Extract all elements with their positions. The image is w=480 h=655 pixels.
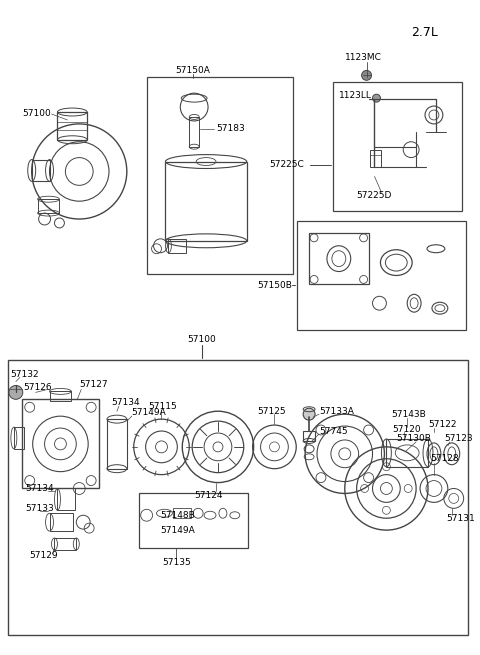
Bar	[146, 77, 293, 274]
Circle shape	[303, 408, 315, 420]
Bar	[55, 538, 76, 550]
Text: 57134: 57134	[111, 398, 140, 407]
Text: 57149A: 57149A	[132, 407, 167, 417]
Text: 57124: 57124	[194, 491, 223, 500]
Bar	[189, 117, 199, 147]
Text: 57133A: 57133A	[319, 407, 354, 416]
Bar	[309, 233, 369, 284]
Text: 57123: 57123	[444, 434, 472, 443]
Text: 57225C: 57225C	[269, 160, 304, 169]
Bar	[37, 199, 60, 213]
Bar	[49, 514, 73, 531]
Text: 57128: 57128	[430, 455, 458, 463]
Text: 57131: 57131	[446, 514, 475, 523]
Text: 57143B: 57143B	[391, 409, 426, 419]
Bar	[303, 431, 315, 441]
Text: 57135: 57135	[162, 558, 191, 567]
Text: 57149A: 57149A	[160, 525, 195, 534]
Text: 57745: 57745	[319, 426, 348, 436]
Text: 57130B: 57130B	[396, 434, 431, 443]
Text: 57134: 57134	[26, 484, 54, 493]
Text: 57115: 57115	[149, 402, 177, 411]
Bar	[297, 221, 466, 330]
Bar	[22, 400, 99, 489]
Text: 57125: 57125	[258, 407, 286, 416]
Text: 57129: 57129	[30, 552, 59, 561]
Text: 57132: 57132	[10, 370, 38, 379]
Text: 1123MC: 1123MC	[345, 53, 382, 62]
Text: 57150B: 57150B	[258, 281, 292, 290]
Bar	[14, 427, 24, 449]
Text: 57126: 57126	[24, 383, 52, 392]
Circle shape	[9, 385, 23, 400]
Circle shape	[361, 70, 372, 81]
Text: 57120: 57120	[392, 424, 421, 434]
Bar	[58, 112, 87, 140]
Text: 57225D: 57225D	[357, 191, 392, 200]
Text: 57183: 57183	[216, 124, 245, 134]
Text: 57100: 57100	[188, 335, 216, 345]
Bar	[370, 149, 382, 168]
Bar	[58, 489, 75, 510]
Bar	[8, 360, 468, 635]
Bar	[173, 508, 191, 518]
Circle shape	[372, 94, 381, 102]
Text: 2.7L: 2.7L	[411, 26, 438, 39]
Bar	[166, 162, 247, 241]
Text: 57150A: 57150A	[176, 66, 211, 75]
Text: 57100: 57100	[22, 109, 50, 119]
Bar	[168, 239, 186, 253]
Text: 57122: 57122	[428, 420, 456, 428]
Bar	[32, 160, 49, 181]
Bar	[386, 439, 428, 467]
Bar	[139, 493, 248, 548]
Bar	[333, 83, 462, 211]
Bar	[49, 392, 72, 402]
Text: 57148B: 57148B	[160, 511, 195, 520]
Text: 57133: 57133	[26, 504, 55, 513]
Bar	[107, 419, 127, 469]
Text: 57127: 57127	[79, 380, 108, 389]
Text: 1123LL: 1123LL	[339, 90, 372, 100]
